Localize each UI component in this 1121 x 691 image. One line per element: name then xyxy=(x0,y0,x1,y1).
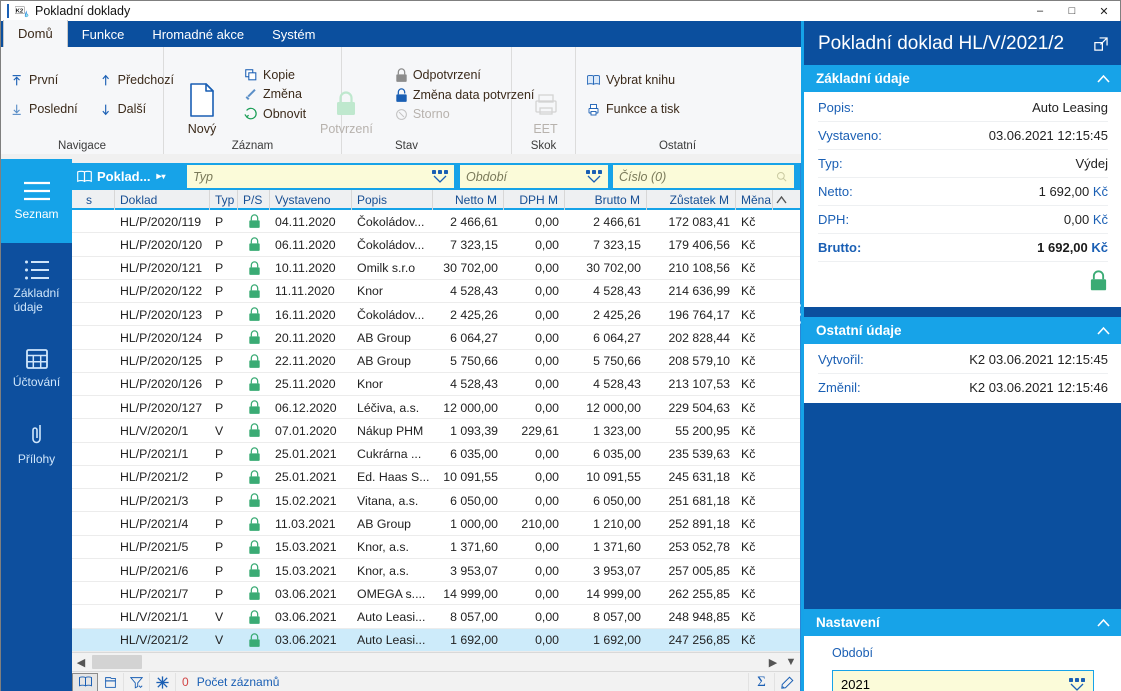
svg-text:K2: K2 xyxy=(16,8,24,14)
